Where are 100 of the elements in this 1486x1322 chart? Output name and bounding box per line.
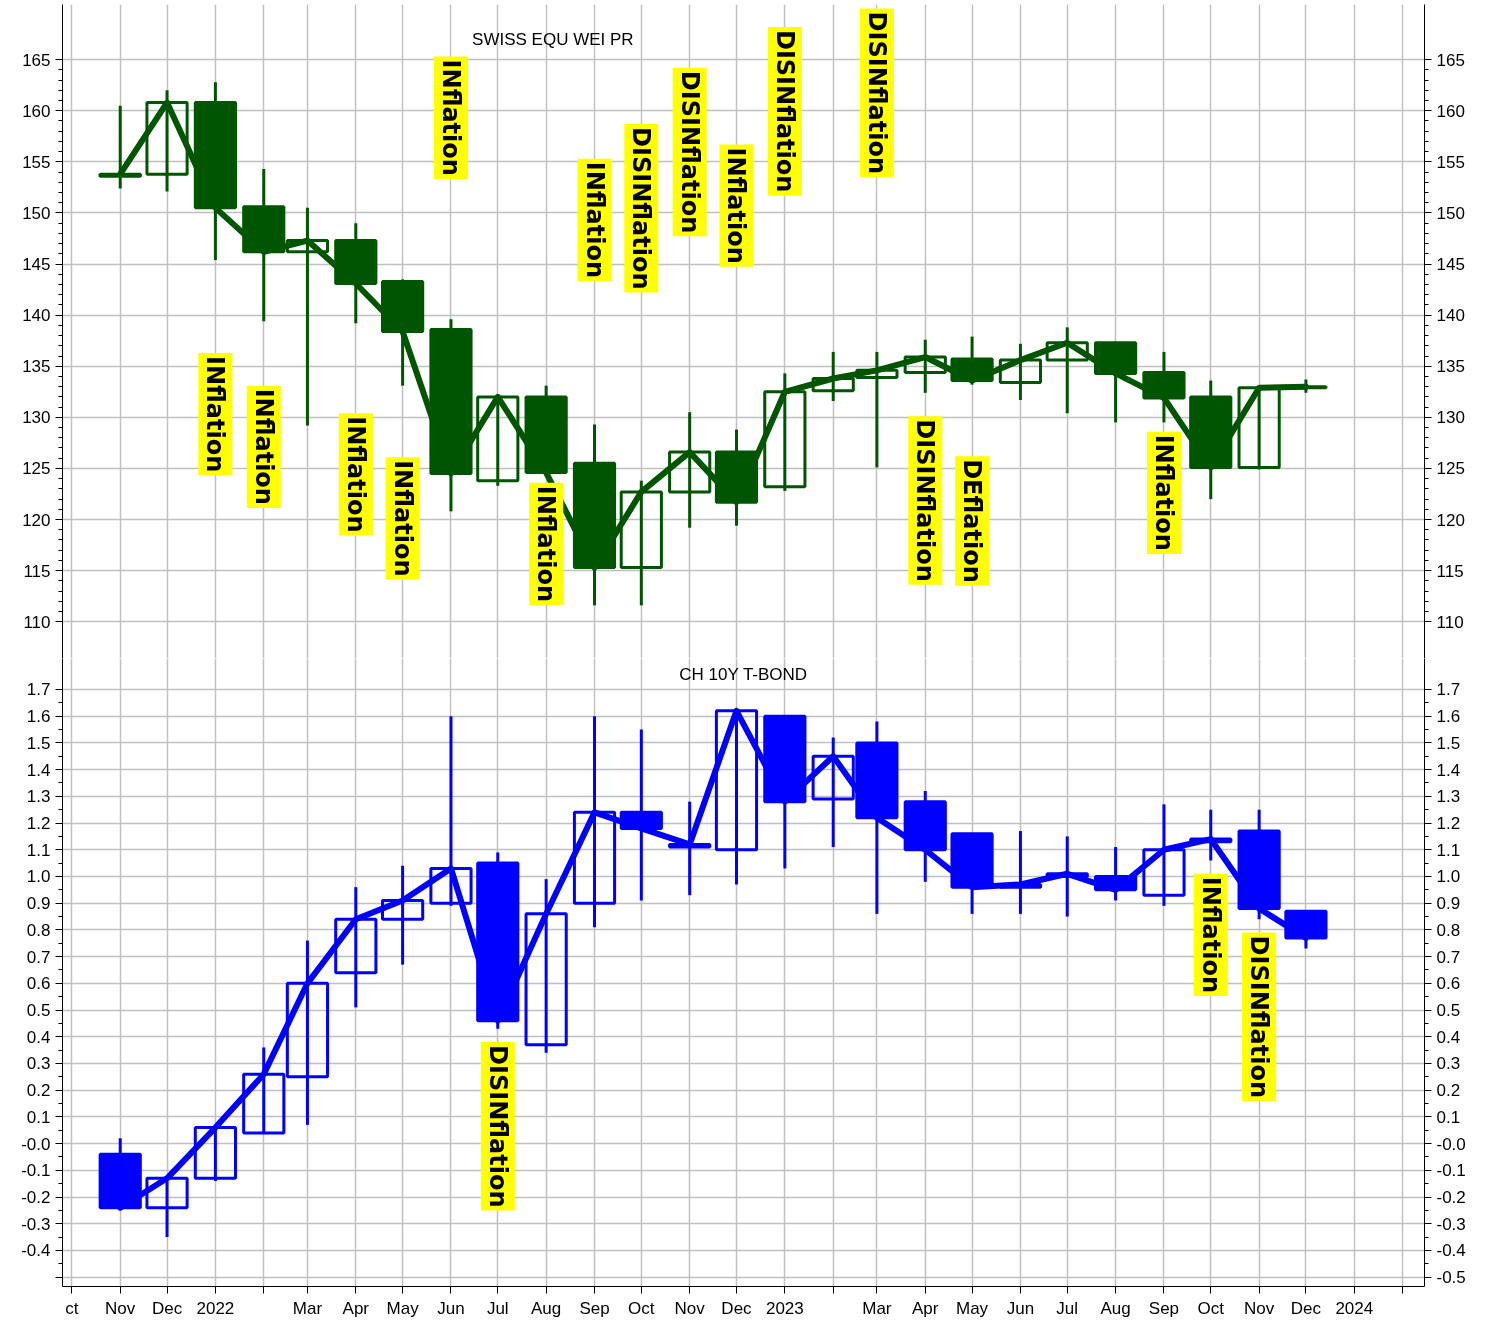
annotation: INflation — [532, 485, 561, 603]
y-tick-label: 150 — [22, 203, 51, 223]
x-tick-label: Jul — [486, 1298, 509, 1318]
x-tick-label: Nov — [105, 1298, 136, 1318]
annotation: DEflation — [958, 459, 987, 583]
y2-tick-label: 130 — [1436, 408, 1465, 428]
y2-tick-label: 0.9 — [1436, 894, 1461, 914]
annotation: INflation — [580, 161, 609, 279]
y2-tick-label: 0.2 — [1436, 1081, 1461, 1101]
y-tick-label: 0.8 — [26, 920, 51, 940]
y-tick-label: 115 — [23, 561, 51, 581]
y-tick-label: 1.5 — [26, 733, 51, 753]
x-tick-label: Oct — [1197, 1298, 1225, 1318]
y-tick-label: 0.5 — [26, 1001, 51, 1021]
y2-tick-label: 135 — [1436, 357, 1465, 377]
y-tick-label: 165 — [22, 50, 51, 70]
y2-tick-label: 0.4 — [1436, 1027, 1461, 1047]
x-tick-label: Aug — [1100, 1298, 1131, 1318]
x-tick-label: 2024 — [1335, 1298, 1374, 1318]
x-tick-label: Nov — [674, 1298, 706, 1318]
x-tick-label: Apr — [912, 1298, 939, 1318]
y-tick-label: -0.4 — [21, 1241, 51, 1261]
y2-tick-label: 0.5 — [1436, 1001, 1461, 1021]
annotation: DISINflation — [770, 29, 799, 193]
annotation: INflation — [722, 147, 751, 264]
annotation: DISINflation — [627, 127, 656, 290]
y2-tick-label: 110 — [1436, 612, 1464, 632]
x-tick-label: Mar — [862, 1298, 892, 1318]
x-tick-label: Sep — [579, 1298, 610, 1318]
y-tick-label: 0.1 — [26, 1107, 51, 1127]
y2-tick-label: 0.3 — [1436, 1054, 1461, 1074]
y2-tick-label: 1.1 — [1436, 840, 1461, 860]
annotation: DISINflation — [862, 11, 891, 175]
y2-tick-label: -0.3 — [1436, 1214, 1466, 1234]
y2-tick-label: 1.5 — [1436, 733, 1461, 753]
x-tick-label: Sep — [1148, 1298, 1180, 1318]
annotation: INflation — [249, 388, 278, 505]
x-tick-label: Jul — [1056, 1298, 1079, 1318]
y2-tick-label: -0.2 — [1436, 1188, 1466, 1208]
y-tick-label: -0.1 — [21, 1161, 51, 1181]
y2-tick-label: 0.8 — [1436, 920, 1461, 940]
y2-tick-label: -0.0 — [1436, 1134, 1466, 1154]
y2-tick-label: 0.1 — [1436, 1107, 1461, 1127]
y-tick-label: -0.2 — [21, 1188, 51, 1208]
x-tick-label: Dec — [721, 1298, 753, 1318]
y-tick-label: 125 — [22, 459, 51, 479]
y2-tick-label: 1.6 — [1436, 707, 1461, 727]
x-tick-label: 2023 — [765, 1298, 804, 1318]
y-tick-label: 0.4 — [26, 1027, 51, 1047]
y2-tick-label: 140 — [1436, 306, 1465, 326]
y2-tick-label: 115 — [1436, 561, 1464, 581]
y-tick-label: 145 — [22, 255, 51, 275]
y-tick-label: 0.9 — [26, 894, 51, 914]
annotation: INflation — [1196, 876, 1225, 994]
y2-tick-label: 0.6 — [1436, 974, 1461, 994]
y-tick-label: 0.6 — [26, 974, 51, 994]
x-tick-label: May — [386, 1298, 420, 1318]
annotation: DISINflation — [675, 70, 704, 234]
y2-tick-label: 155 — [1436, 152, 1465, 172]
y2-tick-label: 150 — [1436, 203, 1465, 223]
x-tick-label: Dec — [151, 1298, 183, 1318]
annotation: INflation — [1149, 434, 1178, 551]
annotation: INflation — [388, 460, 417, 577]
chart-title: CH 10Y T-BOND — [679, 665, 808, 685]
y2-tick-label: 1.2 — [1436, 814, 1461, 834]
y2-tick-label: -0.1 — [1436, 1161, 1466, 1181]
y2-tick-label: 120 — [1436, 510, 1465, 530]
y-tick-label: 120 — [22, 510, 51, 530]
x-tick-label: Mar — [292, 1298, 323, 1318]
annotation: DISINflation — [911, 419, 940, 582]
x-tick-label: Nov — [1244, 1298, 1275, 1318]
annotation: DISINflation — [483, 1045, 512, 1208]
x-tick-label: Dec — [1290, 1298, 1322, 1318]
x-tick-label: 2022 — [196, 1298, 235, 1318]
x-tick-label: Apr — [342, 1298, 370, 1318]
y-tick-label: 110 — [23, 612, 51, 632]
y-tick-label: 140 — [22, 306, 51, 326]
x-tick-label: Jun — [1006, 1298, 1035, 1318]
y2-tick-label: 1.4 — [1436, 760, 1461, 780]
y2-tick-label: 145 — [1436, 255, 1465, 275]
x-tick-label: May — [956, 1298, 989, 1318]
y2-tick-label: 125 — [1436, 459, 1465, 479]
y2-tick-label: 1.0 — [1436, 867, 1461, 887]
y-tick-label: 1.4 — [26, 760, 51, 780]
y-tick-label: 130 — [22, 408, 51, 428]
y-tick-label: 155 — [22, 152, 51, 172]
y-tick-label: 1.0 — [26, 867, 51, 887]
text: SWISS EQU WEI PR — [472, 30, 634, 50]
y-tick-label: 1.3 — [26, 787, 51, 807]
y-tick-label: -0.0 — [21, 1134, 51, 1154]
y2-tick-label: 1.7 — [1436, 680, 1461, 700]
y-tick-label: 1.2 — [26, 814, 51, 834]
y2-tick-label: 160 — [1436, 101, 1465, 121]
x-tick-label: Aug — [531, 1298, 562, 1318]
y2-tick-label: -0.5 — [1436, 1268, 1466, 1288]
y2-tick-label: 165 — [1436, 50, 1465, 70]
x-tick-label: Oct — [628, 1298, 655, 1318]
y-tick-label: -0.3 — [21, 1214, 51, 1234]
x-tick-label: Jun — [437, 1298, 465, 1318]
y2-tick-label: -0.4 — [1436, 1241, 1466, 1261]
